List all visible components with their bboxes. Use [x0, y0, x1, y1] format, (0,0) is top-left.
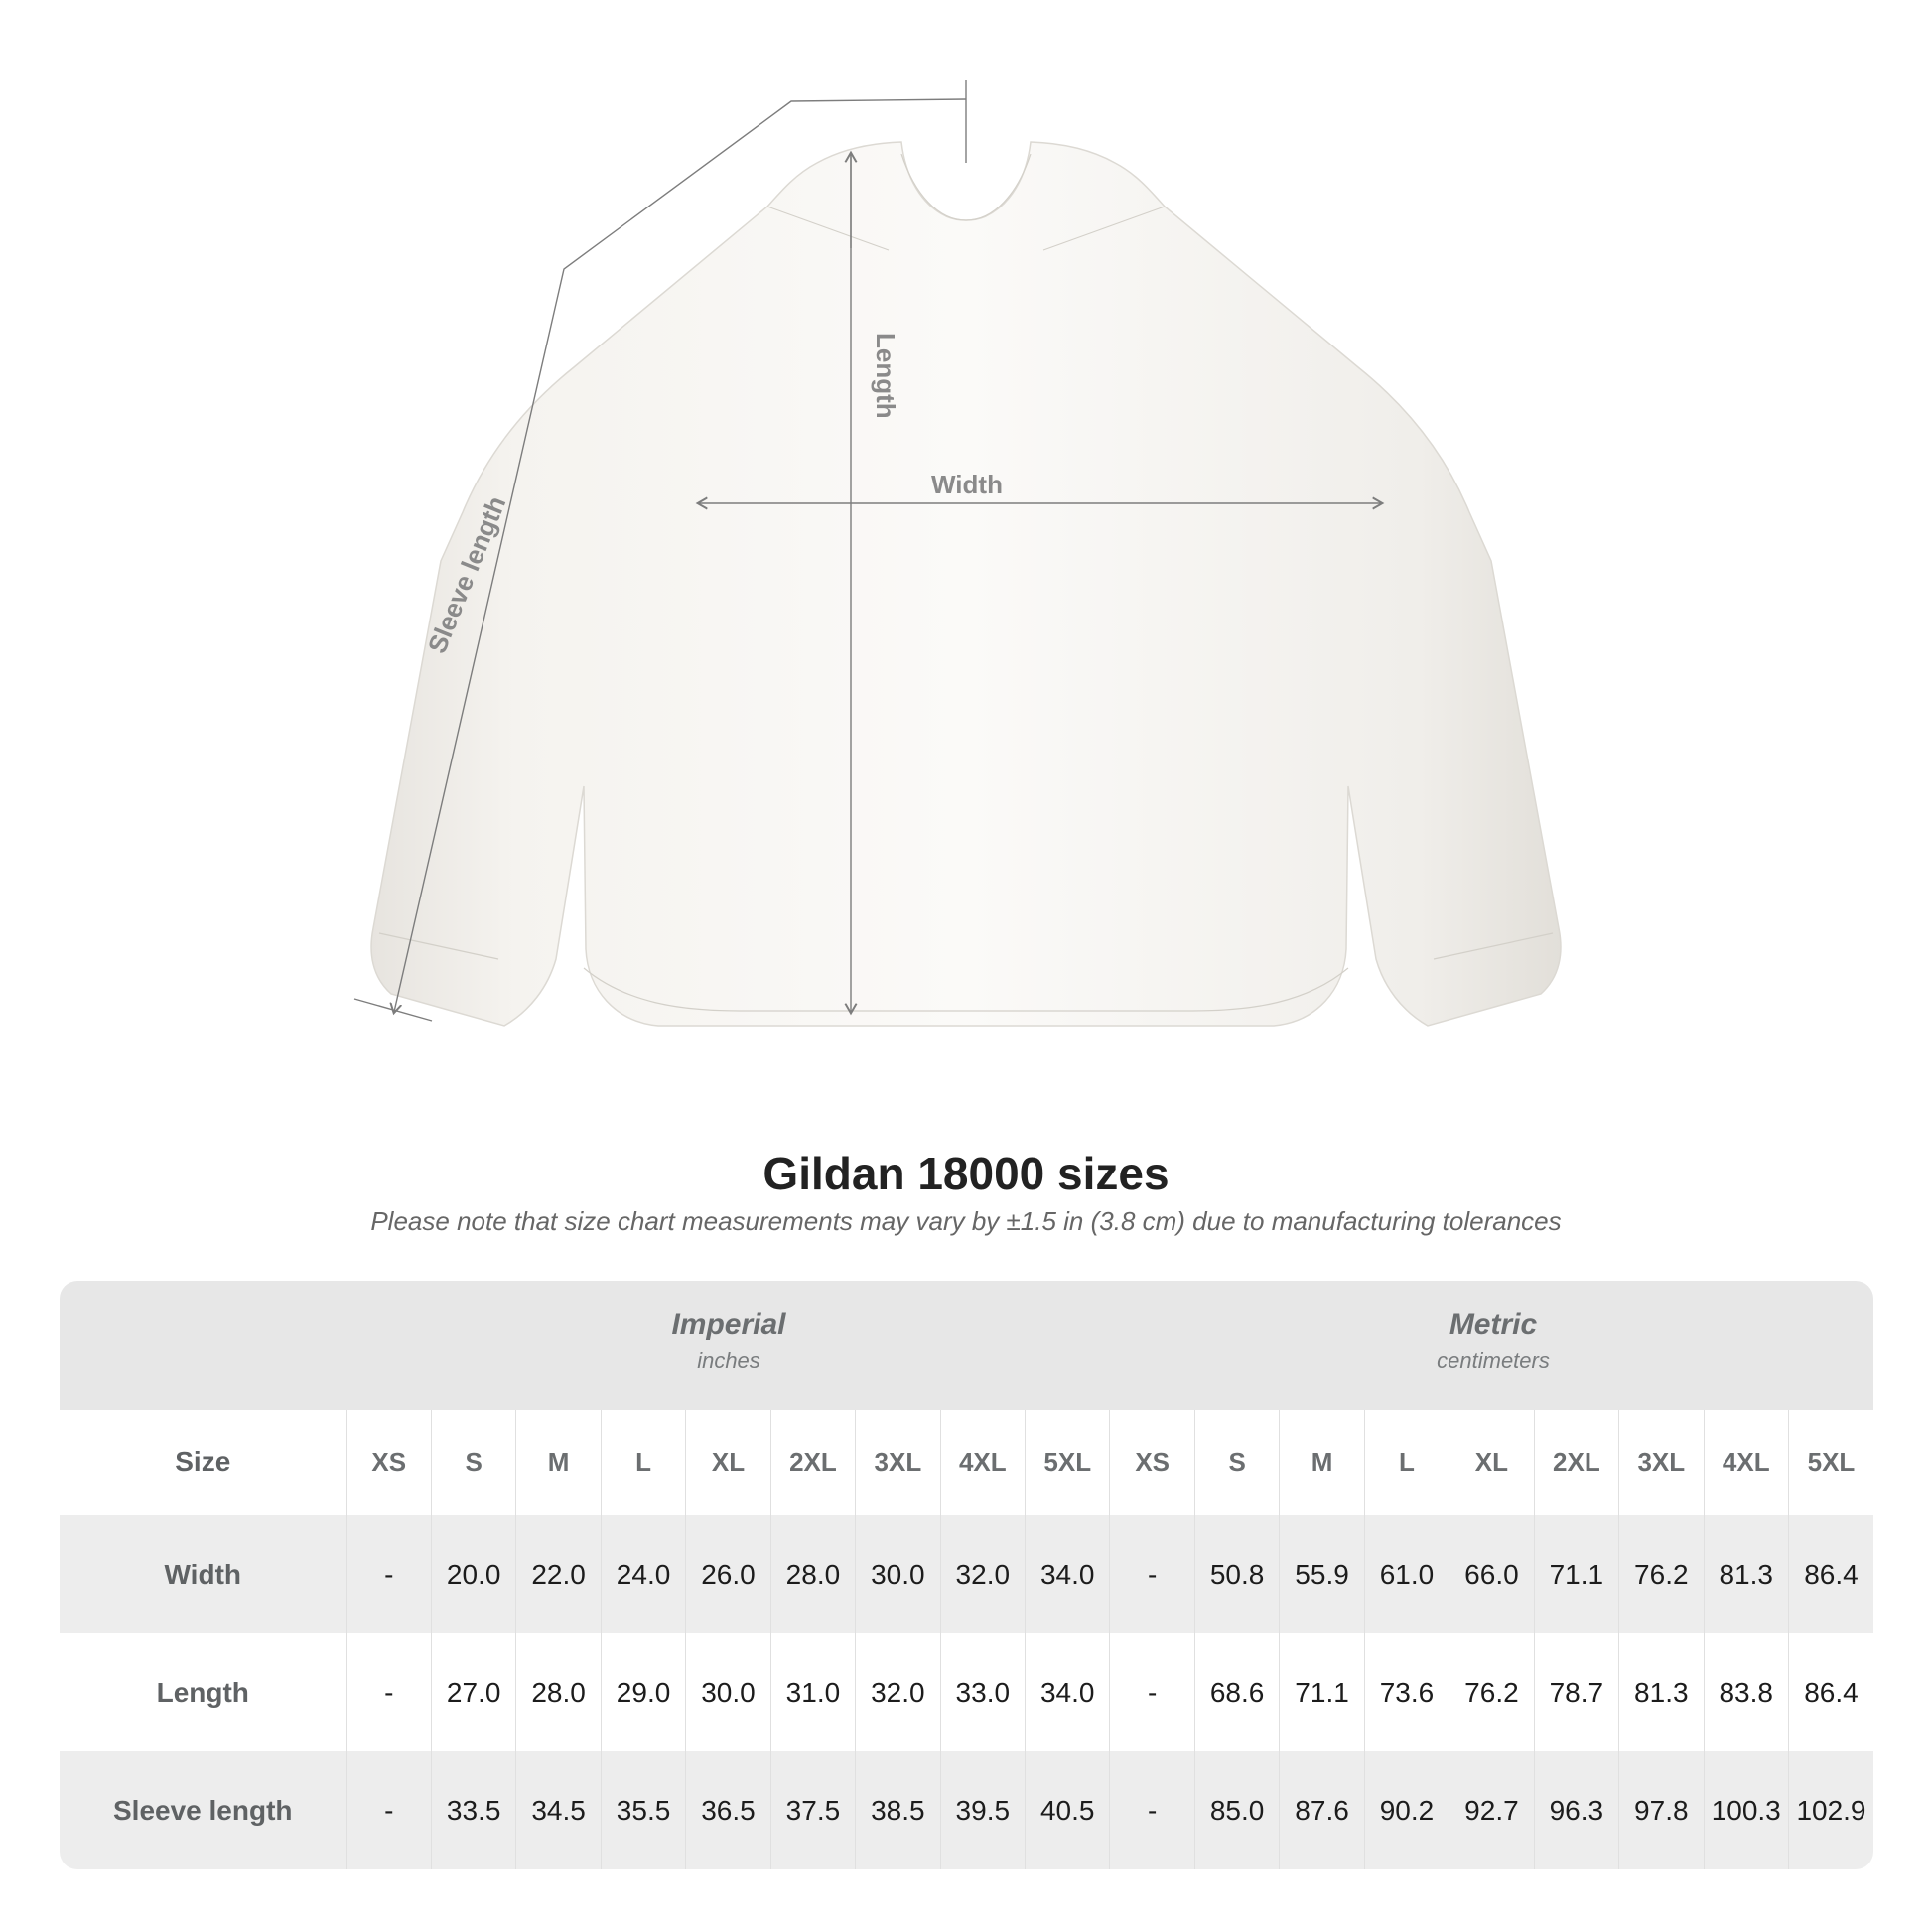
svg-text:Length: Length [871, 333, 900, 419]
svg-text:Width: Width [931, 470, 1003, 499]
